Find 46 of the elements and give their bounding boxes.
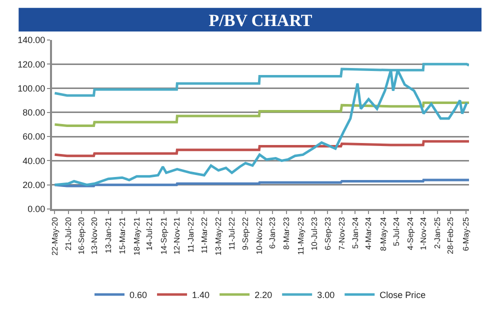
x-tick-label: 11-May-23 [296, 216, 306, 255]
x-tick-label: 14-Sep-21 [159, 216, 168, 255]
x-tick-label: 9-Sep-22 [241, 216, 250, 250]
x-tick-label: 13-Nov-20 [90, 216, 100, 255]
x-tick-label: 11-Mar-22 [200, 216, 209, 254]
x-tick-label: 21-Jul-20 [64, 216, 73, 251]
x-tick-label: 4-Mar-24 [364, 216, 374, 250]
x-tick-label: 7-Nov-23 [337, 216, 346, 250]
y-tick-label: 60.00 [22, 132, 46, 142]
x-tick-label: 10-Jul-23 [310, 216, 320, 251]
x-tick-label: 8-May-24 [378, 216, 388, 251]
x-tick-label: 22-May-20 [50, 216, 60, 256]
x-tick-label: 16-Sep-20 [76, 216, 86, 255]
y-tick-label: 80.00 [22, 108, 46, 118]
x-tick-label: 18-May-21 [132, 216, 142, 256]
x-tick-label: 1-Nov-24 [419, 216, 428, 250]
y-tick-label: 120.00 [18, 59, 46, 70]
x-tick-label: 12-Nov-21 [172, 216, 182, 255]
x-tick-label: 4-Sep-24 [406, 216, 415, 250]
legend-label: Close Price [380, 290, 426, 300]
x-tick-label: 10-Nov-22 [255, 216, 264, 255]
y-tick-label: 20.00 [22, 180, 46, 190]
y-tick-label: 0.00 [28, 204, 46, 214]
y-tick-label: 40.00 [22, 156, 46, 166]
x-tick-label: 2-Jan-25 [433, 216, 442, 249]
legend-label: 2.20 [254, 290, 272, 300]
x-tick-label: 5-Jan-24 [350, 216, 360, 249]
legend-label: 1.40 [192, 290, 210, 300]
y-tick-label: 140.00 [18, 35, 46, 46]
x-tick-label: 5-Jul-24 [392, 216, 402, 246]
legend-label: 3.00 [317, 290, 335, 300]
line-series [53, 140, 469, 158]
x-tick-label: 6-Jan-23 [268, 216, 278, 249]
x-tick-label: 14-Jul-21 [145, 216, 154, 251]
y-tick-label: 100.00 [18, 83, 46, 94]
x-tick-label: 13-May-22 [214, 216, 224, 256]
x-tick-label: 8-Mar-23 [282, 216, 291, 250]
x-tick-label: 6-Sep-23 [323, 216, 332, 250]
legend-label: 0.60 [130, 290, 148, 300]
x-tick-label: 13-Jan-21 [104, 216, 113, 254]
chart-title: P/BV CHART [208, 10, 313, 30]
x-tick-label: 11-Jul-22 [227, 216, 236, 250]
x-tick-label: 11-Jan-22 [186, 216, 196, 253]
x-tick-label: 6-May-25 [461, 216, 470, 251]
x-tick-label: 15-Mar-21 [118, 216, 127, 254]
x-tick-label: 28-Feb-25 [446, 216, 456, 254]
